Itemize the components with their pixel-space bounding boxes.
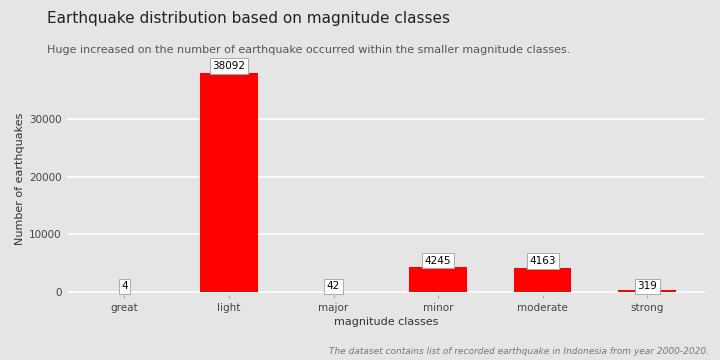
Text: 4: 4 bbox=[121, 281, 127, 291]
Text: 319: 319 bbox=[637, 281, 657, 291]
Bar bbox=[618, 290, 676, 292]
Y-axis label: Number of earthquakes: Number of earthquakes bbox=[15, 112, 25, 245]
Text: Huge increased on the number of earthquake occurred within the smaller magnitude: Huge increased on the number of earthqua… bbox=[47, 45, 570, 55]
Text: 42: 42 bbox=[327, 281, 340, 291]
Text: 4163: 4163 bbox=[529, 256, 556, 266]
Text: 4245: 4245 bbox=[425, 256, 451, 266]
Bar bbox=[200, 73, 258, 292]
Bar bbox=[514, 268, 572, 292]
Text: 38092: 38092 bbox=[212, 61, 246, 71]
Text: Earthquake distribution based on magnitude classes: Earthquake distribution based on magnitu… bbox=[47, 11, 450, 26]
X-axis label: magnitude classes: magnitude classes bbox=[333, 317, 438, 327]
Text: The dataset contains list of recorded earthquake in Indonesia from year 2000-202: The dataset contains list of recorded ea… bbox=[329, 347, 709, 356]
Bar bbox=[410, 267, 467, 292]
